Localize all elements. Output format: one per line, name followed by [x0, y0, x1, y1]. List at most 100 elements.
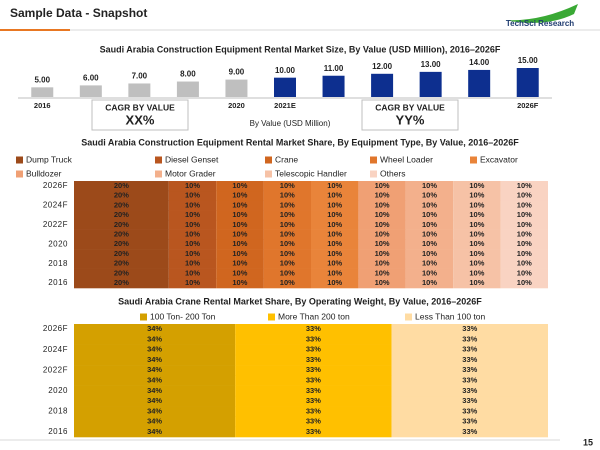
bar-segment [500, 190, 548, 201]
bar-segment [405, 210, 454, 221]
value-label: 10% [327, 278, 342, 287]
x-tick-label: 2021E [274, 101, 296, 110]
bar-segment [216, 200, 264, 211]
bar-segment [168, 181, 217, 192]
value-label: 33% [306, 355, 321, 364]
value-label: 34% [147, 345, 162, 354]
bar-segment [453, 210, 501, 221]
bar-segment [358, 200, 406, 211]
bar-segment [168, 200, 217, 211]
value-label: 10% [280, 191, 295, 200]
value-label: 33% [462, 386, 477, 395]
value-label: 33% [306, 427, 321, 436]
value-label: 10% [375, 220, 390, 229]
value-label: 15.00 [518, 56, 539, 65]
value-label: 33% [462, 427, 477, 436]
bar-segment [74, 375, 236, 386]
bar-segment [235, 395, 392, 407]
value-label: 33% [306, 345, 321, 354]
bar-segment [263, 181, 311, 192]
value-label: 20% [114, 200, 129, 209]
value-label: 34% [147, 355, 162, 364]
bar [225, 79, 248, 97]
bar-segment [500, 258, 548, 269]
y-tick-label: 2024F [43, 200, 68, 209]
value-label: 14.00 [469, 58, 490, 67]
value-label: 10% [232, 268, 247, 277]
value-label: 10% [232, 229, 247, 238]
value-label: 10% [327, 191, 342, 200]
bar-segment [391, 385, 548, 397]
value-label: 10% [280, 220, 295, 229]
bar-segment [311, 229, 359, 240]
value-label: 33% [306, 324, 321, 333]
bar-segment [405, 200, 454, 211]
value-label: 10% [327, 220, 342, 229]
value-label: 10% [185, 249, 200, 258]
legend-swatch [155, 170, 162, 178]
cagr-label: CAGR BY VALUE [375, 102, 445, 112]
value-label: 5.00 [34, 75, 50, 84]
value-label: 10% [517, 229, 532, 238]
value-label: 33% [462, 406, 477, 415]
legend-label: Telescopic Handler [275, 168, 347, 178]
value-label: 10% [375, 229, 390, 238]
bar-segment [358, 190, 406, 201]
value-label: 10% [232, 181, 247, 190]
value-label: 20% [114, 181, 129, 190]
value-label: 10% [422, 181, 437, 190]
value-label: 10% [517, 259, 532, 268]
legend-swatch [370, 156, 377, 164]
value-label: 33% [462, 324, 477, 333]
page-number: 15 [583, 437, 593, 447]
x-tick-label: 2026F [517, 101, 539, 110]
value-label: 10% [185, 220, 200, 229]
x-axis-label: By Value (USD Million) [250, 119, 331, 128]
value-label: 6.00 [83, 74, 99, 83]
value-label: 10% [375, 268, 390, 277]
bar-segment [405, 219, 454, 230]
value-label: 10% [469, 229, 484, 238]
logo-swoosh [505, 4, 578, 23]
value-label: 10% [517, 220, 532, 229]
value-label: 33% [462, 334, 477, 343]
bar-segment [74, 200, 169, 211]
bar-segment [453, 268, 501, 279]
bar-segment [358, 181, 406, 192]
value-label: 20% [114, 268, 129, 277]
value-label: 10% [232, 259, 247, 268]
bar-segment [74, 354, 236, 366]
value-label: 10% [422, 200, 437, 209]
bar-segment [168, 278, 217, 289]
bar-segment [74, 278, 169, 289]
value-label: 10% [327, 181, 342, 190]
bar [516, 68, 539, 97]
bar-segment [235, 365, 392, 376]
bar-segment [74, 416, 236, 428]
bar-segment [235, 426, 392, 438]
value-label: 34% [147, 375, 162, 384]
value-label: 10% [422, 229, 437, 238]
bar-segment [405, 239, 454, 250]
bar-segment [358, 239, 406, 250]
x-tick-label: 2016 [34, 101, 51, 110]
legend-label: Excavator [480, 154, 518, 164]
legend-label: Motor Grader [165, 168, 216, 178]
bar-segment [391, 416, 548, 428]
value-label: 10% [280, 210, 295, 219]
bar-segment [168, 258, 217, 269]
bar-segment [500, 239, 548, 250]
value-label: 10% [422, 278, 437, 287]
value-label: 10% [517, 210, 532, 219]
value-label: 34% [147, 365, 162, 374]
value-label: 10% [185, 239, 200, 248]
value-label: 12.00 [372, 62, 393, 71]
value-label: 10% [232, 278, 247, 287]
bar-segment [358, 258, 406, 269]
bar-segment [391, 344, 548, 356]
bar-segment [74, 385, 236, 397]
bar-segment [235, 416, 392, 428]
legend-swatch [265, 170, 272, 178]
bar-segment [235, 406, 392, 417]
legend-label: 100 Ton- 200 Ton [150, 311, 216, 321]
